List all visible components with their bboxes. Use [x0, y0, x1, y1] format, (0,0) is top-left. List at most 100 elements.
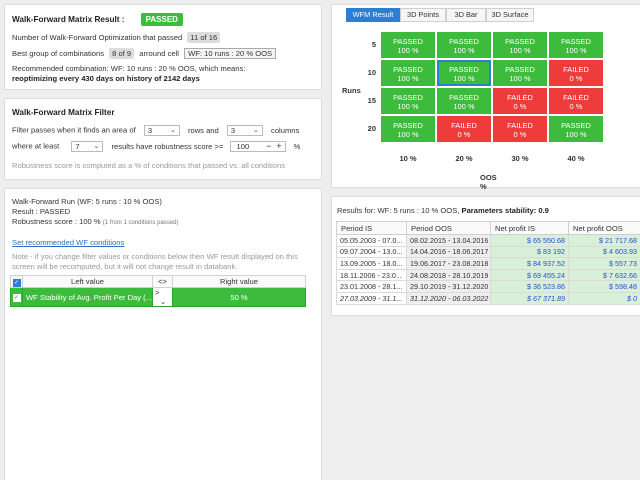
table-row[interactable]: 09.07.2004 - 13.0... 14.04.2016 - 18.06.2…	[336, 245, 640, 259]
row-label: 5	[371, 40, 376, 49]
net-profit-is-cell: $ 65 550.68	[490, 234, 569, 247]
condition-right[interactable]: 50 %	[172, 287, 306, 307]
net-profit-oos-cell: $ 7 632.66	[568, 268, 640, 282]
cell-score: 100 %	[565, 130, 587, 139]
table-row[interactable]: 23.01.2008 - 28.1... 29.10.2019 - 31.12.2…	[336, 280, 640, 293]
cell-score: 100 %	[397, 102, 419, 111]
cell-status: PASSED	[505, 37, 535, 46]
matrix-cell[interactable]: PASSED 100 %	[380, 115, 436, 143]
matrix-cell[interactable]: FAILED 0 %	[492, 87, 548, 115]
net-profit-is-cell: $ 69 455.24	[490, 268, 569, 282]
cell-status: PASSED	[393, 65, 423, 74]
cell-status: PASSED	[449, 93, 479, 102]
matrix-cell[interactable]: PASSED 100 %	[380, 87, 436, 115]
table-row[interactable]: 05.05.2003 - 07.0... 08.02.2015 - 13.04.2…	[336, 234, 640, 247]
results-count-value: 7	[75, 142, 80, 151]
col-period-is[interactable]: Period IS	[336, 221, 407, 235]
minus-icon[interactable]: −	[266, 141, 272, 151]
matrix-cell[interactable]: PASSED 100 %	[548, 115, 604, 143]
condition-checkbox[interactable]: ✓	[12, 294, 21, 302]
robustness-score-value[interactable]: 100	[236, 142, 250, 151]
chevron-down-icon: ⌄	[160, 297, 167, 306]
run-robustness: Robustness score : 100 %	[12, 217, 101, 226]
cell-status: FAILED	[451, 121, 477, 130]
run-robustness-detail: (1 from 1 conditions passed)	[102, 220, 179, 226]
plus-icon[interactable]: +	[276, 141, 282, 151]
matrix-cell[interactable]: FAILED 0 %	[548, 59, 604, 87]
robustness-score-stepper[interactable]: 100 − +	[229, 141, 286, 152]
condition-left[interactable]: WF Stability of Avg. Profit Per Day (...	[22, 287, 153, 307]
col-right-value[interactable]: Right value	[172, 275, 306, 288]
matrix-cell[interactable]: PASSED 100 %	[492, 59, 548, 87]
net-profit-oos-cell: $ 557.73	[568, 257, 640, 270]
matrix-cell[interactable]: PASSED 100 %	[380, 59, 436, 87]
passed-count-label: Number of Walk-Forward Optimization that…	[12, 33, 183, 42]
tab-3d-surface[interactable]: 3D Surface	[486, 8, 534, 22]
cell-status: PASSED	[393, 37, 423, 46]
period-oos-cell: 24.08.2018 - 28.10.2019	[406, 268, 491, 282]
chevron-down-icon: ⌄	[169, 127, 176, 134]
passed-count-value: 11 of 16	[187, 32, 221, 43]
chevron-down-icon: ⌄	[93, 143, 100, 150]
cell-status: PASSED	[449, 37, 479, 46]
cell-score: 100 %	[453, 46, 475, 55]
cell-status: PASSED	[561, 37, 591, 46]
col-net-profit-oos[interactable]: Net profit OOS	[568, 221, 640, 235]
robustness-threshold-label: results have robustness score >=	[111, 141, 224, 151]
period-oos-cell: 08.02.2015 - 13.04.2016	[406, 234, 491, 247]
cell-status: FAILED	[563, 93, 589, 102]
col-net-profit-is[interactable]: Net profit IS	[490, 221, 569, 235]
matrix-cell[interactable]: FAILED 0 %	[436, 115, 492, 143]
header-checkbox[interactable]: ✓	[12, 278, 21, 287]
runs-axis-label: Runs	[342, 86, 361, 95]
period-oos-cell: 19.06.2017 - 23.08.2018	[406, 257, 491, 270]
rows-select[interactable]: 3 ⌄	[143, 125, 180, 136]
col-operator[interactable]: <>	[152, 275, 173, 288]
net-profit-oos-cell: $ 4 603.93	[568, 245, 640, 259]
results-count-select[interactable]: 7 ⌄	[71, 141, 104, 152]
results-title: Results for: WF: 5 runs : 10 % OOS,	[337, 206, 460, 215]
col-period-oos[interactable]: Period OOS	[406, 221, 491, 235]
at-least-label: where at least	[12, 141, 60, 151]
table-row[interactable]: 13.09.2005 - 18.0... 19.06.2017 - 23.08.2…	[336, 257, 640, 270]
tab-3d-points[interactable]: 3D Points	[400, 8, 446, 22]
filter-area-label: Filter passes when it finds an area of	[12, 125, 136, 135]
matrix-cell[interactable]: PASSED 100 %	[548, 31, 604, 59]
cell-score: 100 %	[509, 74, 531, 83]
cell-score: 100 %	[509, 46, 531, 55]
operator-select[interactable]: > ⌄	[152, 287, 173, 307]
wf-results-panel: Results for: WF: 5 runs : 10 % OOS, Para…	[331, 196, 640, 316]
matrix-cell[interactable]: PASSED 100 %	[492, 31, 548, 59]
run-note: Note - if you change filter values or co…	[12, 252, 298, 271]
columns-select[interactable]: 3 ⌄	[226, 125, 263, 136]
condition-row[interactable]: ✓ WF Stability of Avg. Profit Per Day (.…	[10, 287, 306, 307]
table-row[interactable]: 27.03.2009 - 31.1... 31.12.2020 - 06.03.2…	[336, 291, 640, 305]
period-oos-cell: 14.04.2016 - 18.06.2017	[406, 245, 491, 259]
net-profit-oos-cell: $ 21 717.68	[568, 234, 640, 247]
cell-score: 0 %	[513, 130, 527, 139]
net-profit-oos-cell: $ 0	[568, 291, 640, 305]
tab-3d-bar[interactable]: 3D Bar	[446, 8, 486, 22]
table-row[interactable]: 18.11.2006 - 23.0... 24.08.2018 - 28.10.2…	[336, 268, 640, 282]
matrix-cell[interactable]: PASSED 100 %	[436, 31, 492, 59]
column-label: 30 %	[511, 154, 529, 163]
matrix-cell[interactable]: PASSED 100 %	[436, 87, 492, 115]
matrix-cell[interactable]: FAILED 0 %	[548, 87, 604, 115]
best-group-value: 8 of 9	[109, 48, 135, 59]
period-is-cell: 09.07.2004 - 13.0...	[336, 245, 407, 259]
tab-wfm-result[interactable]: WFM Result	[346, 8, 400, 22]
matrix-cell[interactable]: PASSED 100 %	[380, 31, 436, 59]
run-title: Walk-Forward Run (WF: 5 runs : 10 % OOS)	[12, 197, 162, 206]
col-left-value[interactable]: Left value	[22, 275, 153, 288]
cell-score: 100 %	[453, 102, 475, 111]
matrix-cell[interactable]: FAILED 0 %	[492, 115, 548, 143]
columns-select-value: 3	[230, 126, 236, 135]
recommended-combination: Recommended combination: WF: 10 runs : 2…	[12, 64, 246, 73]
columns-label: columns	[271, 125, 300, 135]
chevron-down-icon: ⌄	[253, 127, 259, 134]
matrix-cell[interactable]: PASSED 100 %	[436, 59, 492, 87]
period-oos-cell: 29.10.2019 - 31.12.2020	[406, 280, 491, 293]
column-label: 10 %	[399, 154, 417, 163]
reoptimize-text: reoptimizing every 430 days on history o…	[12, 74, 200, 83]
set-recommended-link[interactable]: Set recommended WF conditions	[12, 238, 125, 247]
